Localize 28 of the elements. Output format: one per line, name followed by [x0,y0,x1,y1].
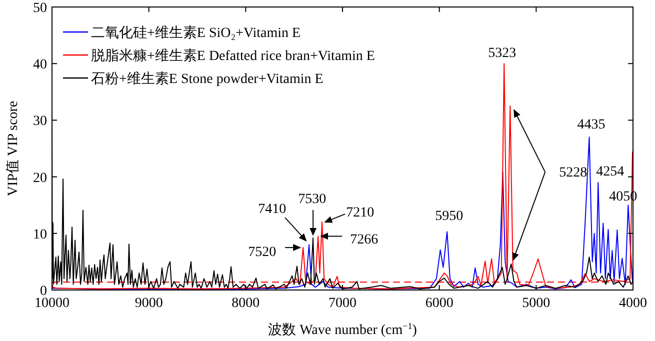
annotation: 5228 [559,165,588,180]
annotation: 7520 [248,244,276,260]
annotation: 7530 [298,192,326,208]
x-tick-label: 10000 [34,296,70,311]
y-tick-label: 40 [33,58,47,73]
legend-label: 脱脂米糠+维生素E Defatted rice bran+Vitamin E [91,48,375,64]
legend-label: 二氧化硅+维生素E SiO₂+Vitamin E [91,25,301,41]
annotation: 7266 [350,232,378,248]
annotation: 4254 [596,164,624,180]
x-tick-label: 7000 [328,296,356,311]
y-tick-label: 20 [33,170,47,186]
x-tick-label: 4000 [619,296,647,311]
x-tick-label: 9000 [134,296,163,311]
y-tick-label: 0 [40,284,47,299]
y-axis-title: VIP值 VIP score [5,100,21,196]
annotation: 4435 [577,117,606,132]
x-tick-label: 6000 [425,296,454,311]
y-tick-label: 30 [33,114,47,130]
x-tick-label: 5000 [522,296,550,311]
legend-label: 石粉+维生素E Stone powder+Vitamin E [91,71,324,87]
annotation: 5950 [435,208,464,224]
x-tick-label: 8000 [232,296,260,311]
x-axis-title: 波数 Wave number (cm$^{−1}$) [268,321,418,338]
y-tick-label: 50 [33,1,47,16]
y-tick-label: 10 [33,227,47,242]
annotation: 5323 [488,46,516,61]
annotation: 7410 [258,202,286,217]
annotation: 7210 [346,205,374,220]
